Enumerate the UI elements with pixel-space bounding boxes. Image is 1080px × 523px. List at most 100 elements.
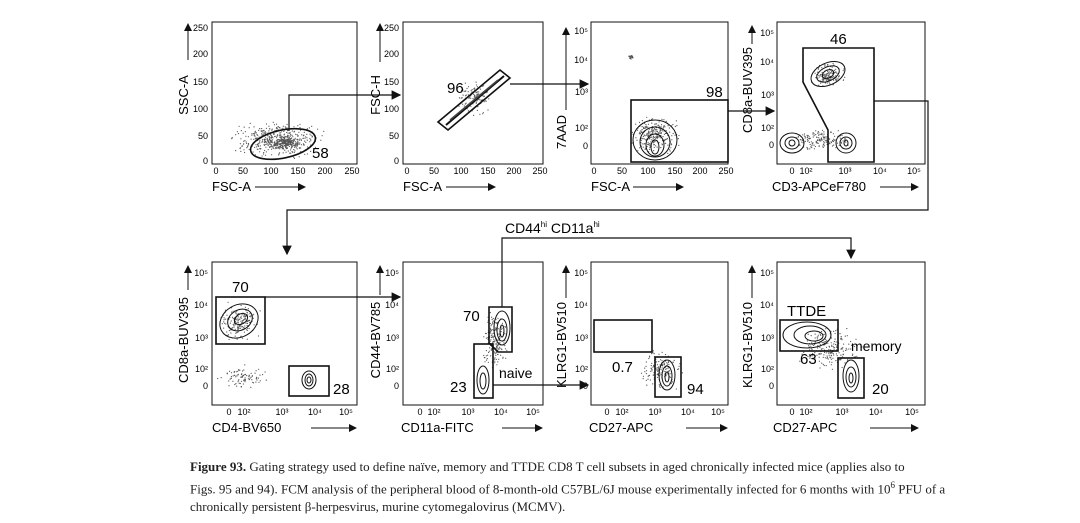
event-dot bbox=[848, 343, 850, 345]
event-dot bbox=[828, 81, 830, 83]
svg-text:10⁴: 10⁴ bbox=[873, 166, 887, 176]
event-dot bbox=[308, 127, 310, 129]
event-dot bbox=[254, 146, 256, 148]
event-dot bbox=[239, 382, 241, 385]
event-dot bbox=[647, 378, 649, 380]
event-dot bbox=[298, 156, 300, 158]
event-dot bbox=[296, 145, 298, 147]
svg-text:10²: 10² bbox=[799, 166, 812, 176]
event-dot bbox=[294, 150, 296, 152]
event-dot bbox=[657, 132, 659, 134]
event-dot bbox=[265, 141, 267, 143]
event-dot bbox=[253, 133, 255, 135]
event-dot bbox=[830, 357, 832, 359]
event-dot bbox=[317, 128, 319, 130]
y-axis-label: CD8a-BUV395 bbox=[740, 47, 755, 133]
event-dot bbox=[464, 103, 466, 105]
event-dot bbox=[307, 146, 309, 148]
figure-label: Figure 93. bbox=[190, 459, 247, 474]
event-dot bbox=[257, 142, 259, 144]
event-dot bbox=[659, 386, 661, 388]
event-dot bbox=[668, 363, 670, 365]
event-dot bbox=[821, 133, 823, 135]
event-dot bbox=[276, 142, 278, 144]
event-dot bbox=[636, 139, 638, 141]
event-dot bbox=[467, 110, 469, 112]
event-dot bbox=[681, 372, 684, 374]
event-dot bbox=[271, 154, 273, 156]
event-dot bbox=[492, 322, 494, 324]
event-dot bbox=[279, 139, 281, 141]
svg-text:10⁵: 10⁵ bbox=[574, 26, 588, 36]
event-dot bbox=[272, 137, 274, 139]
event-dot bbox=[233, 326, 235, 328]
event-dot bbox=[497, 361, 499, 363]
event-dot bbox=[652, 129, 654, 131]
event-dot bbox=[812, 136, 814, 138]
svg-text:10²: 10² bbox=[195, 364, 208, 374]
event-dot bbox=[835, 79, 837, 81]
event-dot bbox=[293, 130, 296, 132]
event-dot bbox=[819, 344, 822, 346]
svg-text:0: 0 bbox=[583, 141, 588, 151]
event-dot bbox=[652, 366, 654, 368]
event-dot bbox=[830, 337, 833, 339]
event-dot bbox=[249, 122, 251, 124]
event-dot bbox=[830, 72, 832, 74]
event-dot bbox=[496, 364, 498, 366]
event-dot bbox=[656, 369, 658, 371]
event-dot bbox=[672, 132, 674, 135]
event-dot bbox=[273, 144, 275, 146]
event-dot bbox=[833, 343, 835, 345]
event-dot bbox=[228, 338, 230, 341]
event-dot bbox=[495, 322, 498, 324]
event-dot bbox=[656, 135, 659, 137]
event-dot bbox=[241, 322, 243, 324]
event-dot bbox=[250, 386, 252, 388]
event-dot bbox=[830, 141, 832, 143]
caption-line-1: Gating strategy used to define naïve, me… bbox=[249, 459, 905, 474]
event-dot bbox=[229, 322, 231, 324]
event-dot bbox=[660, 369, 662, 371]
event-dot bbox=[247, 142, 250, 145]
event-dot bbox=[504, 333, 506, 335]
svg-text:10³: 10³ bbox=[575, 87, 588, 97]
event-dot bbox=[823, 333, 825, 335]
svg-text:10²: 10² bbox=[761, 123, 774, 133]
event-dot bbox=[243, 140, 245, 142]
event-dot bbox=[264, 371, 266, 373]
event-dot bbox=[230, 377, 232, 379]
event-dot bbox=[826, 355, 828, 357]
event-dot bbox=[822, 74, 824, 76]
event-dot bbox=[243, 319, 245, 321]
event-dot bbox=[273, 133, 275, 136]
event-dot bbox=[266, 138, 268, 140]
event-dot bbox=[817, 132, 819, 134]
event-dot bbox=[827, 78, 829, 80]
event-dot bbox=[806, 147, 808, 149]
event-dot bbox=[249, 313, 251, 315]
event-dot bbox=[261, 133, 263, 135]
event-dot bbox=[821, 67, 823, 69]
event-dot bbox=[666, 373, 668, 375]
event-dot bbox=[268, 143, 270, 145]
event-dot bbox=[660, 126, 662, 128]
event-dot bbox=[832, 133, 835, 135]
event-dot bbox=[846, 335, 848, 337]
event-dot bbox=[478, 98, 480, 100]
event-dot bbox=[240, 130, 242, 132]
event-dot bbox=[817, 68, 820, 70]
event-dots bbox=[789, 62, 852, 150]
event-dot bbox=[837, 130, 839, 132]
svg-text:10⁴: 10⁴ bbox=[308, 407, 322, 417]
event-dot bbox=[814, 145, 817, 148]
event-dot bbox=[236, 338, 238, 340]
event-dot bbox=[263, 152, 265, 154]
event-dot bbox=[832, 75, 834, 78]
y-axis-label: KLRG1-BV510 bbox=[554, 302, 569, 388]
event-dot bbox=[822, 356, 824, 358]
event-dot bbox=[842, 140, 844, 142]
event-dot bbox=[475, 102, 477, 104]
event-dot bbox=[297, 142, 299, 144]
event-dot bbox=[670, 147, 672, 149]
